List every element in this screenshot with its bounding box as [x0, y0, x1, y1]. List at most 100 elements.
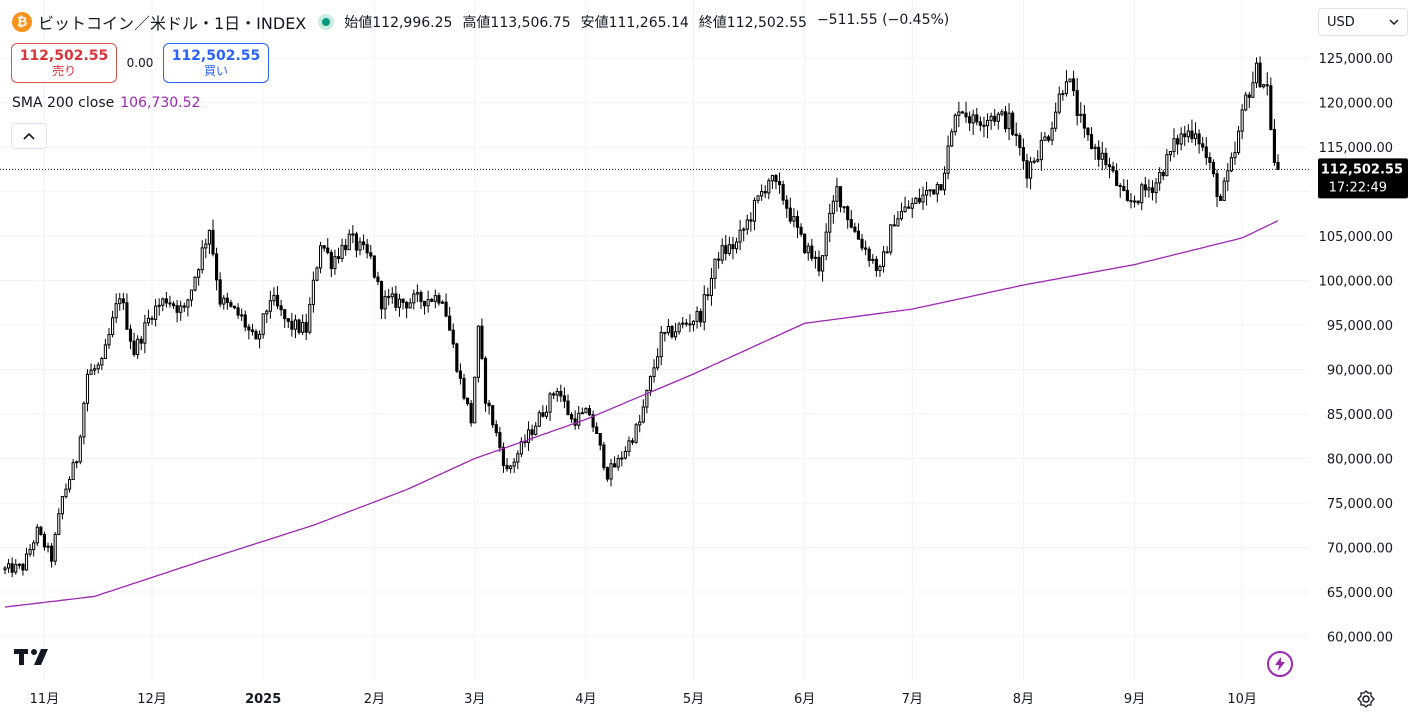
candle-body: [462, 377, 466, 399]
candle-body: [322, 245, 326, 249]
tradingview-logo-icon[interactable]: [14, 644, 54, 674]
candle-body: [494, 424, 498, 434]
candle-body: [1079, 113, 1083, 116]
candle-body: [688, 323, 692, 326]
chevron-down-icon: [1389, 19, 1399, 25]
high-value: 高値113,506.75: [462, 15, 571, 31]
candle-body: [311, 279, 315, 305]
candle-body: [613, 463, 617, 468]
candle-body: [505, 464, 509, 470]
candle-body: [1165, 154, 1169, 177]
y-tick-label: 90,000.00: [1327, 364, 1393, 379]
candle-body: [1154, 182, 1158, 193]
candle-body: [867, 248, 871, 261]
candle-body: [885, 251, 889, 254]
candle-body: [1125, 189, 1129, 201]
candle-body: [139, 338, 143, 344]
candle-body: [207, 229, 211, 245]
candle-body: [1032, 160, 1036, 163]
candle-body: [580, 412, 584, 415]
candle-body: [706, 294, 710, 297]
lightning-icon[interactable]: [1267, 651, 1293, 677]
candle-body: [1100, 152, 1104, 160]
candle-body: [627, 440, 631, 452]
candle-body: [67, 479, 72, 490]
candle-body: [792, 216, 796, 222]
candle-body: [85, 373, 90, 404]
candle-body: [939, 184, 943, 191]
candle-body: [225, 297, 229, 304]
gear-icon[interactable]: [1355, 688, 1377, 710]
candle-body: [1143, 184, 1147, 191]
candle-body: [670, 325, 674, 338]
candle-body: [1272, 128, 1276, 163]
sma-legend[interactable]: SMA 200 close 106,730.52: [12, 95, 200, 111]
currency-select[interactable]: USD: [1318, 8, 1408, 36]
candle-body: [978, 121, 982, 126]
y-tick-label: 60,000.00: [1327, 630, 1393, 645]
candle-body: [193, 276, 197, 291]
candle-body: [907, 206, 911, 209]
x-tick-label: 6月: [794, 692, 815, 707]
candle-body: [394, 293, 398, 308]
candle-body: [932, 189, 936, 195]
sell-button[interactable]: 112,502.55 売り: [11, 43, 117, 83]
symbol-title[interactable]: ビットコイン／米ドル・1日・INDEX: [38, 14, 307, 33]
candle-body: [351, 233, 355, 236]
candle-body: [835, 186, 839, 202]
candle-body: [509, 465, 513, 470]
candle-body: [587, 408, 592, 416]
candle-body: [179, 305, 183, 313]
candle-body: [803, 233, 807, 254]
buy-button[interactable]: 112,502.55 買い: [163, 43, 269, 83]
candle-body: [552, 393, 556, 396]
candle-body: [968, 116, 972, 124]
candle-body: [1129, 199, 1133, 203]
candle-body: [186, 299, 190, 308]
candle-body: [297, 319, 301, 333]
candle-body: [756, 195, 760, 201]
candle-body: [752, 199, 757, 222]
candle-body: [534, 425, 538, 435]
candle-body: [573, 418, 577, 426]
candle-body: [720, 245, 724, 261]
candle-body: [426, 299, 430, 307]
candle-body: [910, 202, 914, 209]
candle-body: [717, 258, 721, 261]
candle-body: [329, 251, 333, 270]
candle-body: [656, 356, 660, 369]
bitcoin-icon: ₿: [12, 12, 32, 32]
candle-body: [777, 180, 782, 186]
candle-body: [788, 207, 792, 222]
candle-body: [232, 305, 237, 309]
candle-body: [1039, 139, 1043, 161]
y-tick-label: 70,000.00: [1327, 541, 1393, 556]
candle-body: [491, 405, 495, 426]
candle-body: [1050, 127, 1054, 141]
candle-body: [853, 226, 857, 232]
chart-header: ₿ ビットコイン／米ドル・1日・INDEX 始値112,996.25 高値113…: [12, 10, 949, 34]
x-tick-label: 8月: [1013, 692, 1034, 707]
candle-body: [229, 302, 233, 307]
candle-body: [648, 376, 653, 391]
candle-body: [849, 219, 853, 228]
candle-body: [50, 545, 54, 562]
candle-body: [731, 244, 735, 250]
sma-line: [4, 220, 1279, 608]
collapse-legend-button[interactable]: [11, 123, 47, 149]
y-tick-label: 75,000.00: [1327, 497, 1393, 512]
candle-body: [964, 112, 968, 118]
candle-body: [483, 357, 488, 404]
candle-body: [1204, 146, 1208, 159]
candle-body: [781, 184, 785, 201]
candle-body: [422, 300, 427, 307]
candle-body: [537, 412, 541, 427]
candle-body: [1276, 161, 1280, 170]
x-tick-label: 4月: [575, 692, 596, 707]
candle-body: [602, 444, 606, 469]
candle-body: [347, 233, 351, 251]
candle-body: [150, 317, 154, 320]
candle-body: [146, 317, 151, 324]
market-status-icon[interactable]: [318, 14, 335, 30]
